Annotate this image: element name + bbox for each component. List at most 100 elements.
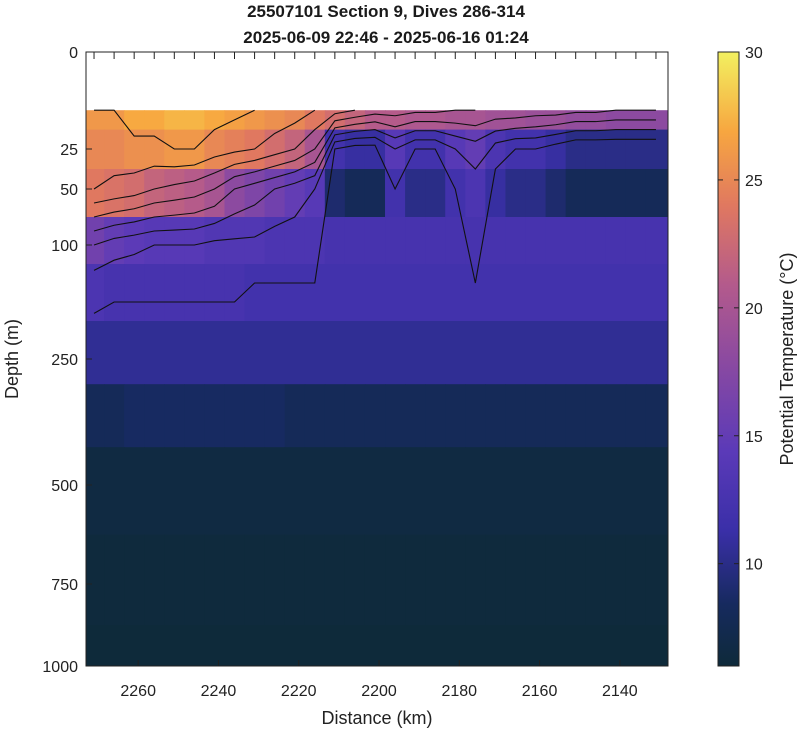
x-tick-label: 2140 [602,683,638,700]
heatmap-cell [264,217,286,265]
heatmap-cell [364,264,386,322]
heatmap-cell [304,129,326,170]
heatmap-cell [445,321,466,385]
heatmap-cell [625,169,647,218]
heatmap-cell [625,447,647,536]
heatmap-cell [465,169,486,218]
heatmap-cell [645,169,668,218]
heatmap-cell [645,625,668,666]
heatmap-cell [505,110,527,131]
heatmap-cell [304,110,326,131]
x-tick-label: 2220 [281,683,317,700]
heatmap-cell [86,110,105,131]
heatmap-cell [104,129,125,170]
heatmap-cell [585,217,607,265]
heatmap-cell [605,264,627,322]
heatmap-cell [184,447,206,536]
heatmap-cell [244,625,266,666]
heatmap-cell [605,534,627,626]
heatmap-cell [86,264,105,322]
heatmap-cell [565,110,587,131]
heatmap-cell [485,534,507,626]
heatmap-cell [344,110,366,131]
colorbar-ticks: 10 15 20 25 30 [718,45,763,574]
heatmap-cell [465,534,486,626]
heatmap-cell [224,321,246,385]
contour-line [93,129,656,271]
heatmap-cell [244,447,266,536]
heatmap-cell [144,169,165,218]
heatmap-cell [425,217,446,265]
heatmap-cell [364,384,386,448]
y-tick-label: 0 [69,45,78,62]
heatmap-cell [505,217,527,265]
heatmap-cell [86,447,105,536]
heatmap-cell [224,447,246,536]
heatmap-cell [124,264,145,322]
heatmap-cell [304,625,326,666]
chart-title-line-2: 2025-06-09 22:46 - 2025-06-16 01:24 [243,28,529,47]
heatmap-cell [244,321,266,385]
heatmap-cell [324,264,346,322]
heatmap-cell [565,534,587,626]
heatmap-cell [104,625,125,666]
heatmap-cell [184,534,206,626]
heatmap-cell [485,384,507,448]
heatmap-cell [445,264,466,322]
heatmap-cell [244,217,266,265]
heatmap-cell [244,129,266,170]
heatmap-cell [465,264,486,322]
x-tick-label: 2160 [522,683,558,700]
heatmap-cell [86,534,105,626]
heatmap-cell [525,447,547,536]
heatmap-cell [565,625,587,666]
heatmap-cell [184,384,206,448]
heatmap-cell [545,129,567,170]
heatmap-cells [86,110,668,666]
heatmap-cell [124,110,145,131]
heatmap-cell [124,447,145,536]
heatmap-cell [164,321,185,385]
heatmap-cell [445,169,466,218]
heatmap-cell [525,169,547,218]
heatmap-cell [545,384,567,448]
heatmap-cell [465,129,486,170]
heatmap-cell [465,625,486,666]
heatmap-cell [645,129,668,170]
heatmap-cell [144,447,165,536]
heatmap-cell [645,217,668,265]
heatmap-cell [364,169,386,218]
heatmap-cell [485,129,507,170]
heatmap-cell [284,321,306,385]
heatmap-cell [625,129,647,170]
heatmap-cell [645,110,668,131]
y-axis-ticks: 0 25 50 100 250 500 750 1000 [42,45,92,676]
heatmap-cell [184,321,206,385]
heatmap-cell [525,264,547,322]
heatmap-cell [565,217,587,265]
heatmap-cell [545,169,567,218]
heatmap-cell [304,321,326,385]
heatmap-cell [304,384,326,448]
heatmap-cell [244,264,266,322]
heatmap-cell [104,110,125,131]
contour-line [93,138,656,314]
heatmap-cell [565,129,587,170]
heatmap-cell [445,217,466,265]
contour-line [93,109,476,218]
heatmap-cell [445,384,466,448]
heatmap-cell [485,447,507,536]
heatmap-cell [465,447,486,536]
heatmap-cell [405,447,426,536]
heatmap-cell [344,217,366,265]
heatmap-cell [204,169,226,218]
y-tick-label: 25 [60,142,78,159]
heatmap-cell [224,625,246,666]
heatmap-cell [364,129,386,170]
colorbar-tick-label: 10 [745,557,763,574]
heatmap-cell [244,169,266,218]
heatmap-cell [184,625,206,666]
heatmap-cell [545,217,567,265]
heatmap-cell [364,110,386,131]
